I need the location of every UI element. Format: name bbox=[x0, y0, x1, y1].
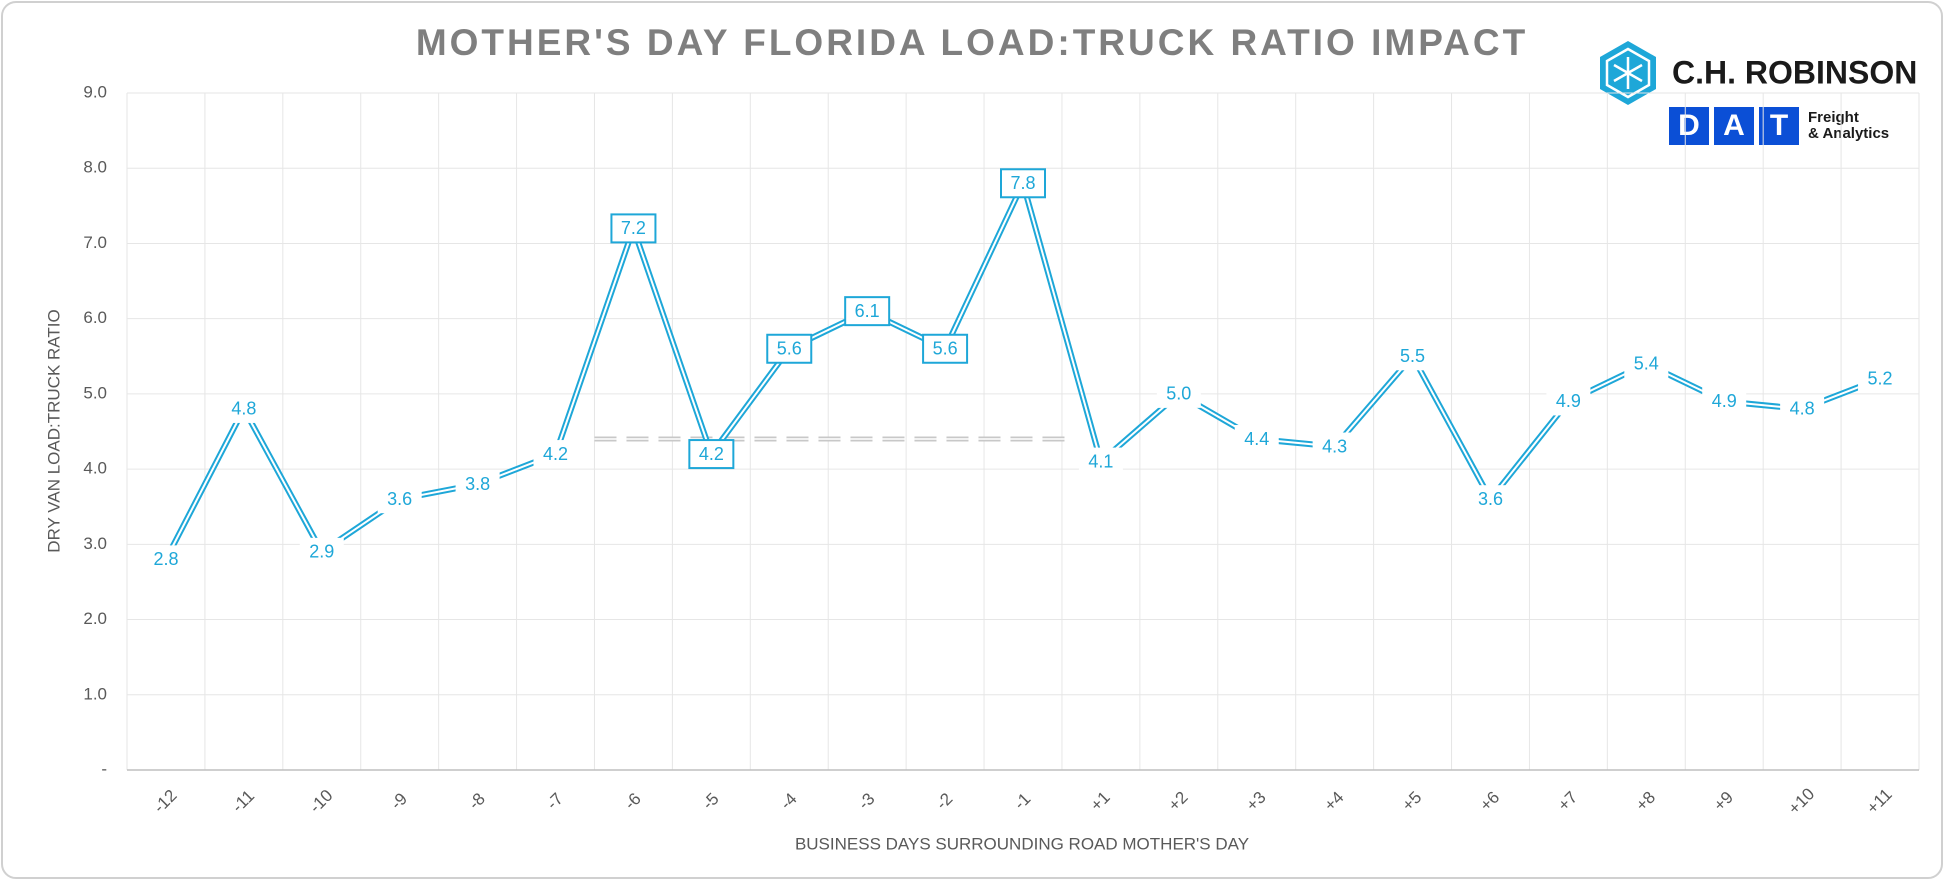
data-label-bg bbox=[1390, 342, 1435, 371]
logo-box bbox=[1669, 107, 1709, 145]
data-label: 4.8 bbox=[1790, 399, 1815, 419]
data-label-group: 4.8 bbox=[221, 394, 266, 423]
y-tick-label: 3.0 bbox=[83, 534, 107, 553]
data-label: 5.6 bbox=[777, 339, 802, 359]
data-label-group: 5.4 bbox=[1624, 349, 1669, 378]
data-label-bg bbox=[1312, 432, 1357, 461]
data-label: 4.8 bbox=[231, 399, 256, 419]
data-label-bg bbox=[1078, 447, 1123, 476]
data-label-group: 7.8 bbox=[1000, 168, 1046, 199]
data-label-group: 2.9 bbox=[299, 537, 344, 566]
logo-chr: C.H. ROBINSON bbox=[1600, 41, 1917, 105]
y-axis-label: DRY VAN LOAD:TRUCK RATIO bbox=[44, 309, 63, 552]
data-label-group: 3.8 bbox=[455, 470, 500, 499]
data-label: 4.4 bbox=[1244, 429, 1269, 449]
y-tick-label: - bbox=[101, 759, 107, 778]
data-label: 2.8 bbox=[153, 549, 178, 569]
data-label-group: 2.8 bbox=[143, 545, 188, 574]
data-label-group: 5.0 bbox=[1156, 379, 1201, 408]
data-label-bg bbox=[1234, 425, 1279, 454]
data-label-group: 4.9 bbox=[1546, 387, 1591, 416]
data-label: 6.1 bbox=[855, 301, 880, 321]
logo-tagline: Freight bbox=[1808, 109, 1859, 126]
logo-letter: A bbox=[1723, 109, 1745, 142]
data-label: 4.9 bbox=[1556, 391, 1581, 411]
data-label: 4.2 bbox=[543, 444, 568, 464]
data-label-group: 4.4 bbox=[1234, 425, 1279, 454]
data-label: 3.6 bbox=[1478, 489, 1503, 509]
data-label-bg bbox=[533, 440, 578, 469]
data-label-group: 5.5 bbox=[1390, 342, 1435, 371]
data-label-bg bbox=[1780, 394, 1825, 423]
data-label: 7.8 bbox=[1010, 173, 1035, 193]
logo-box bbox=[1759, 107, 1799, 145]
data-label-bg bbox=[143, 545, 188, 574]
logo-dat: D A T Freight & Analytics bbox=[1669, 107, 1889, 145]
data-label-group: 4.3 bbox=[1312, 432, 1357, 461]
data-label: 5.0 bbox=[1166, 384, 1191, 404]
data-label: 4.2 bbox=[699, 444, 724, 464]
logo-icon-inner bbox=[1605, 47, 1651, 99]
data-label: 4.1 bbox=[1088, 451, 1113, 471]
y-tick-label: 9.0 bbox=[83, 82, 107, 101]
data-label-group: 5.6 bbox=[766, 333, 813, 364]
data-label-bg bbox=[1624, 349, 1669, 378]
logo-text: C.H. ROBINSON bbox=[1672, 54, 1917, 90]
data-label-group: 5.6 bbox=[922, 333, 969, 364]
data-label-group: 4.1 bbox=[1078, 447, 1123, 476]
logo-tagline: & Analytics bbox=[1808, 125, 1889, 142]
data-label: 3.8 bbox=[465, 474, 490, 494]
data-label: 7.2 bbox=[621, 218, 646, 238]
data-label-group: 4.2 bbox=[688, 439, 735, 470]
data-label-bg bbox=[455, 470, 500, 499]
data-label-box bbox=[922, 333, 969, 364]
data-label-group: 3.6 bbox=[1468, 485, 1513, 514]
logo-box bbox=[1714, 107, 1754, 145]
data-label-box bbox=[1000, 168, 1046, 199]
y-tick-label: 7.0 bbox=[83, 233, 107, 252]
y-tick-label: 8.0 bbox=[83, 158, 107, 177]
data-label: 2.9 bbox=[309, 542, 334, 562]
data-label-bg bbox=[299, 537, 344, 566]
data-label-bg bbox=[377, 485, 422, 514]
data-label-box bbox=[688, 439, 735, 470]
data-label-bg bbox=[1702, 387, 1747, 416]
y-tick-label: 5.0 bbox=[83, 383, 107, 402]
data-label-group: 3.6 bbox=[377, 485, 422, 514]
data-label-box bbox=[610, 213, 657, 244]
data-label-group: 4.2 bbox=[533, 440, 578, 469]
logo-letter: D bbox=[1678, 109, 1700, 142]
y-tick-label: 6.0 bbox=[83, 308, 107, 327]
data-label: 4.3 bbox=[1322, 436, 1347, 456]
data-label: 5.2 bbox=[1868, 369, 1893, 389]
y-tick-label: 2.0 bbox=[83, 609, 107, 628]
data-label-group: 7.2 bbox=[610, 213, 657, 244]
data-label-bg bbox=[221, 394, 266, 423]
data-label-bg bbox=[1546, 387, 1591, 416]
data-label: 4.9 bbox=[1712, 391, 1737, 411]
data-label-box bbox=[766, 333, 813, 364]
data-label-bg bbox=[1156, 379, 1201, 408]
data-label-bg bbox=[1468, 485, 1513, 514]
data-label-group: 4.8 bbox=[1780, 394, 1825, 423]
logo-icon-star bbox=[1613, 57, 1643, 89]
data-label-group: 4.9 bbox=[1702, 387, 1747, 416]
data-label: 3.6 bbox=[387, 489, 412, 509]
y-tick-label: 1.0 bbox=[83, 684, 107, 703]
x-axis-label: BUSINESS DAYS SURROUNDING ROAD MOTHER'S … bbox=[795, 834, 1249, 853]
chart-title: MOTHER'S DAY FLORIDA LOAD:TRUCK RATIO IM… bbox=[416, 22, 1528, 63]
y-tick-label: 4.0 bbox=[83, 459, 107, 478]
data-label: 5.4 bbox=[1634, 354, 1659, 374]
logo-letter: T bbox=[1770, 109, 1788, 142]
data-label-group: 5.2 bbox=[1858, 364, 1903, 393]
data-label: 5.6 bbox=[933, 339, 958, 359]
data-label-box bbox=[844, 296, 891, 327]
data-label-group: 6.1 bbox=[844, 296, 891, 327]
data-label: 5.5 bbox=[1400, 346, 1425, 366]
data-label-bg bbox=[1858, 364, 1903, 393]
